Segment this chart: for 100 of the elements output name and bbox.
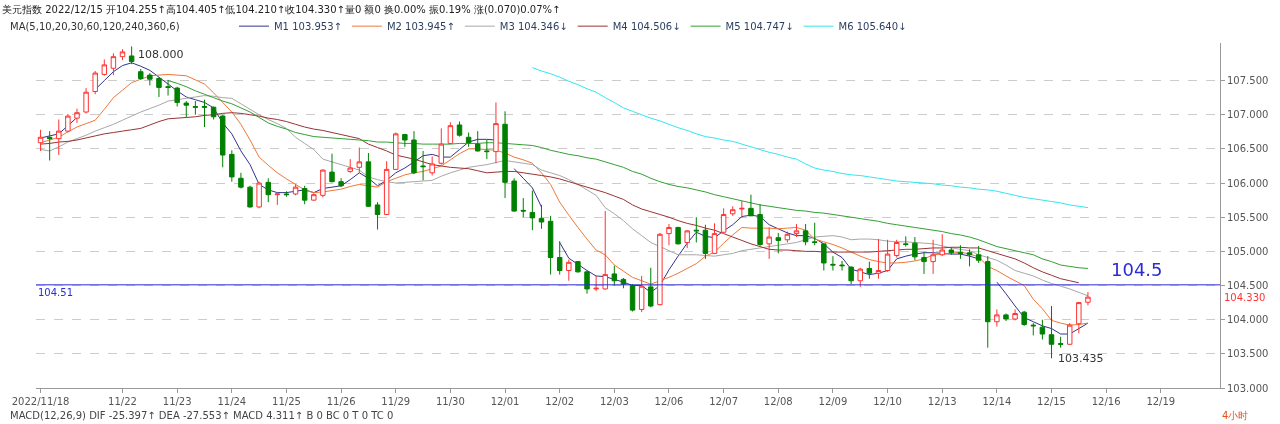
candlestick <box>921 251 927 275</box>
candlestick <box>311 192 317 202</box>
x-tick-label: 11/30 <box>435 396 465 407</box>
candlestick <box>183 100 190 118</box>
x-tick-label: 12/01 <box>490 396 520 407</box>
candlestick <box>402 133 408 148</box>
y-tick-label: 103.000 <box>1227 382 1269 394</box>
x-tick-label: 12/08 <box>763 396 793 407</box>
candlestick <box>975 245 982 264</box>
candlestick <box>702 224 709 260</box>
x-tick-label: 12/03 <box>599 396 629 407</box>
legend-label: M1 103.953↑ <box>273 21 342 33</box>
y-tick-label: 105.000 <box>1227 245 1269 257</box>
candlestick <box>56 119 62 156</box>
candlestick <box>1048 305 1055 359</box>
candlestick <box>948 246 955 256</box>
x-tick-label: 11/25 <box>272 396 301 407</box>
candlestick <box>502 110 508 199</box>
candlestick <box>229 149 235 183</box>
candlestick <box>92 70 98 95</box>
x-tick-label: 12/14 <box>982 396 1012 407</box>
candlestick <box>138 68 144 81</box>
candlestick <box>274 192 281 206</box>
x-tick-label: 12/09 <box>818 396 848 407</box>
x-tick-label: 11/29 <box>381 396 411 407</box>
candlestick <box>666 223 672 246</box>
candlestick <box>830 255 836 271</box>
candlestick <box>775 232 782 254</box>
y-tick-label: 103.500 <box>1227 348 1269 360</box>
candlestick <box>292 183 299 196</box>
annotation: 104.330 <box>1224 292 1266 303</box>
y-tick-label: 107.500 <box>1227 75 1269 87</box>
candlestick <box>556 240 563 276</box>
candlestick <box>37 129 44 152</box>
x-tick-label: 11/23 <box>162 396 192 407</box>
candlestick <box>602 210 608 291</box>
annotation: 104.5 <box>1111 259 1163 280</box>
candlestick <box>930 239 936 275</box>
x-tick-label: 2022/11/18 <box>11 396 70 407</box>
candlestick <box>566 259 572 282</box>
candlestick <box>393 132 399 171</box>
ref-line-label: 104.51 <box>38 287 73 298</box>
candlestick <box>611 265 618 287</box>
candlestick <box>848 265 854 285</box>
candlestick <box>119 48 126 61</box>
candlestick <box>994 308 1000 328</box>
candlestick <box>493 101 499 164</box>
y-tick-label: 107.000 <box>1227 109 1269 121</box>
candlestick <box>238 172 244 190</box>
y-tick-label: 104.500 <box>1227 280 1269 292</box>
candlestick <box>730 205 736 217</box>
candlestick <box>484 139 490 160</box>
candlestick <box>65 113 71 133</box>
candlestick <box>265 177 271 203</box>
candlestick <box>46 130 53 161</box>
legend-label: M6 105.640↓ <box>838 21 907 33</box>
legend-label: M4 104.506↓ <box>612 21 681 33</box>
candlestick <box>648 267 654 308</box>
candlestick <box>110 52 117 76</box>
candlestick <box>165 79 171 97</box>
x-tick-label: 12/06 <box>654 396 684 407</box>
y-tick-label: 106.000 <box>1227 177 1269 189</box>
candlestick <box>192 100 199 116</box>
candlestick <box>383 160 390 216</box>
candlestick <box>420 150 426 181</box>
y-tick-label: 104.000 <box>1227 314 1269 326</box>
x-tick-label: 12/13 <box>927 396 957 407</box>
candlestick <box>912 236 918 261</box>
candlestick <box>465 132 472 148</box>
candlestick <box>511 177 517 213</box>
candlestick <box>447 121 454 145</box>
legend-label: M3 104.346↓ <box>499 21 568 33</box>
candlestick <box>429 155 435 177</box>
x-tick-label: 12/15 <box>1037 396 1066 407</box>
candlestick <box>456 121 463 138</box>
candlestick <box>575 260 581 274</box>
candlestick <box>903 235 909 248</box>
x-tick-label: 11/26 <box>326 396 356 407</box>
candlestick <box>1021 310 1027 327</box>
x-tick-label: 12/19 <box>1146 396 1176 407</box>
candlestick <box>1030 322 1037 336</box>
candlestick <box>474 130 481 153</box>
candlestick <box>101 58 108 77</box>
candlestick <box>283 190 290 198</box>
candlestick <box>684 229 690 249</box>
candlestick <box>320 168 326 198</box>
chart-subtitle: MA(5,10,20,30,60,120,240,360,6) <box>10 21 180 32</box>
candlestick <box>584 270 590 295</box>
candlestick <box>147 72 153 86</box>
candlestick <box>638 275 645 313</box>
x-tick-label: 12/07 <box>709 396 739 407</box>
line-series <box>40 95 1089 297</box>
candlestick <box>83 87 89 114</box>
candlestick <box>675 226 681 246</box>
candlestick <box>347 158 353 174</box>
candlestick <box>939 233 945 257</box>
candlestick <box>629 283 636 312</box>
candlestick <box>438 127 445 166</box>
candlestick <box>1057 336 1064 349</box>
x-tick-label: 12/02 <box>545 396 575 407</box>
